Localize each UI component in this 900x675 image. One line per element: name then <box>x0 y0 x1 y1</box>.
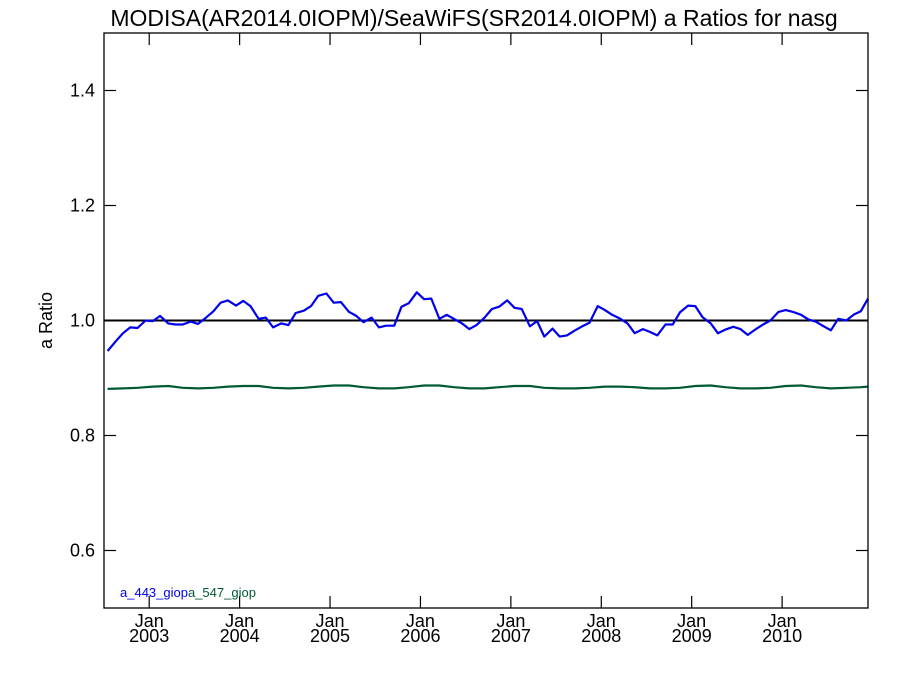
y-tick-label: 1.4 <box>70 81 95 101</box>
x-tick-month-label: Jan <box>316 611 345 631</box>
y-tick-label: 1.0 <box>70 311 95 331</box>
x-tick-year-label: 2005 <box>310 626 350 646</box>
y-tick-label: 0.8 <box>70 426 95 446</box>
y-tick-label: 0.6 <box>70 541 95 561</box>
x-tick-month-label: Jan <box>587 611 616 631</box>
series-lines <box>106 291 869 390</box>
x-tick-month-label: Jan <box>225 611 254 631</box>
x-tick-month-label: Jan <box>768 611 797 631</box>
y-axis-label: a Ratio <box>36 292 56 349</box>
legend-entry-a-443-giop: a_443_giop <box>120 585 188 600</box>
chart-title: MODISA(AR2014.0IOPM)/SeaWiFS(SR2014.0IOP… <box>110 5 837 31</box>
x-tick-year-label: 2006 <box>400 626 440 646</box>
x-tick-month-label: Jan <box>677 611 706 631</box>
x-tick-year-label: 2010 <box>762 626 802 646</box>
x-tick-month-label: Jan <box>496 611 525 631</box>
legend-entry-a-547-giop: a_547_giop <box>188 585 256 600</box>
x-tick-year-label: 2007 <box>491 626 531 646</box>
series-line-a-443-giop <box>106 291 869 352</box>
x-tick-month-label: Jan <box>135 611 164 631</box>
series-line-a-547-giop <box>107 384 869 390</box>
y-tick-label: 1.2 <box>70 196 95 216</box>
x-axis-ticks: Jan2003Jan2004Jan2005Jan2006Jan2007Jan20… <box>129 33 802 646</box>
y-axis-ticks: 0.6 0.8 1.0 1.2 1.4 <box>70 81 868 561</box>
x-tick-year-label: 2004 <box>220 626 260 646</box>
x-tick-year-label: 2008 <box>581 626 621 646</box>
x-tick-year-label: 2003 <box>129 626 169 646</box>
x-tick-month-label: Jan <box>406 611 435 631</box>
plot-frame <box>103 32 869 609</box>
legend: a_443_giop a_547_giop <box>120 585 256 600</box>
x-tick-year-label: 2009 <box>672 626 712 646</box>
